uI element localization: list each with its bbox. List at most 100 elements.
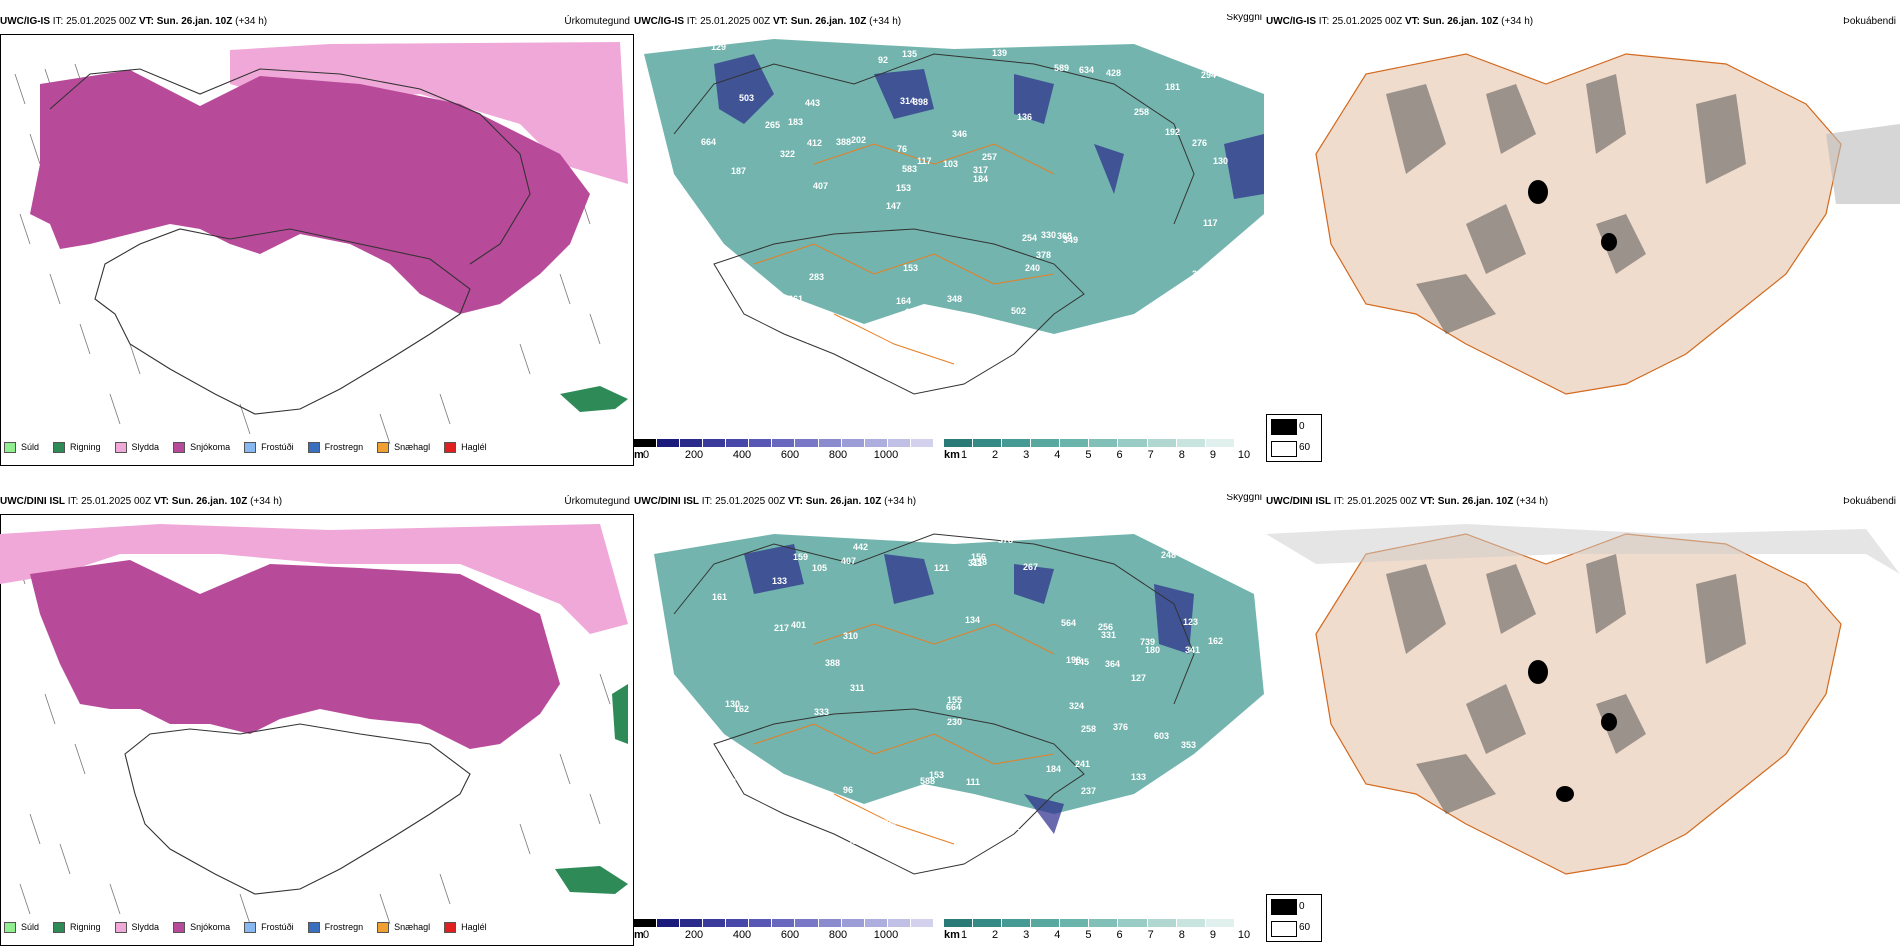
colorbar-segment (749, 919, 773, 927)
fog-map (1266, 524, 1900, 875)
colorbar-segment (1089, 919, 1119, 927)
cloud-map: 884 187 181 147 136 209 314 346 812 202 451 428 398 2… (644, 37, 1264, 395)
colorbar-segment (1147, 439, 1177, 447)
colorbar-tick: 9 (1209, 449, 1216, 461)
cloud-base-label: 106 (1046, 841, 1061, 851)
legend-swatch (53, 441, 66, 453)
cloud-base-label: 240 (1025, 263, 1040, 273)
snow-area (30, 70, 590, 314)
colorbar-tick: 4 (1054, 449, 1061, 461)
colorbar-tick: 600 (780, 449, 800, 461)
legend-item: Rigning (53, 441, 101, 453)
map-frame (0, 34, 634, 466)
precip-legend: Súld Rigning Slydda Snjókoma Frostúði Fr… (4, 438, 501, 456)
legend-item: Haglél (444, 441, 487, 453)
colorbar-tick: 4 (1054, 929, 1061, 941)
cloud-panel-row2: UWC/DINI ISL IT: 25.01.2025 00Z VT: Sun.… (634, 494, 1266, 946)
cloud-base-label: 209 (757, 345, 772, 355)
cloud-base-label: 428 (1106, 68, 1121, 78)
colorbar-segment (1060, 439, 1090, 447)
cloud-base-label: 153 (903, 263, 918, 273)
colorbar-tick: 1 (960, 449, 968, 461)
visibility-unit: km (944, 929, 960, 941)
fog-legend: 0 60 (1266, 414, 1322, 462)
cloud-base-label: 159 (793, 552, 808, 562)
cloud-base-label: 267 (1023, 562, 1038, 572)
cloud-base-label: 192 (1165, 127, 1180, 137)
cloud-header: UWC/IG-IS IT: 25.01.2025 00Z VT: Sun. 26… (634, 16, 902, 27)
cloud-header: UWC/DINI ISL IT: 25.01.2025 00Z VT: Sun.… (634, 496, 917, 507)
cloud-base-label: 286 (1214, 778, 1229, 788)
legend-item: Slydda (114, 921, 159, 933)
colorbar-tick: 200 (684, 929, 704, 941)
iceland-outline (49, 68, 531, 415)
colorbar-tick: 5 (1085, 929, 1092, 941)
cloud-base-label: 143 (721, 777, 736, 787)
cloud-base-label: 378 (1036, 250, 1051, 260)
cloud-base-label: 583 (902, 164, 917, 174)
cloud-base-label: 260 (807, 335, 822, 345)
cloud-base-label: 331 (1101, 630, 1116, 640)
cloud-base-label: 283 (809, 272, 824, 282)
legend-item: Rigning (53, 921, 101, 933)
legend-swatch (53, 921, 66, 933)
cloud-base-label: 242 (1006, 822, 1021, 832)
panel-title: Úrkomutegund (564, 496, 630, 507)
colorbar-segment (1031, 439, 1061, 447)
colorbar-tick: 1000 (873, 929, 899, 941)
legend-swatch (307, 921, 320, 933)
fog-header: UWC/IG-IS IT: 25.01.2025 00Z VT: Sun. 26… (1266, 16, 1534, 27)
cloud-base-label: 122 (754, 350, 769, 360)
cloud-base-label: 368 (1057, 231, 1072, 241)
valid-time: Sun. 26.jan. 10Z (156, 16, 233, 27)
panel-title: Skyggni (1226, 494, 1262, 503)
cloud-base-label: 564 (1061, 618, 1076, 628)
colorbar-tick: 0 (642, 929, 650, 941)
fog-shading (1386, 74, 1746, 334)
precip-map (14, 42, 628, 445)
colorbar-segment (726, 439, 750, 447)
colorbar-segment (772, 439, 796, 447)
colorbar-segment (1118, 439, 1148, 447)
precip-panel-row1: UWC/IG-IS IT: 25.01.2025 00Z VT: Sun. 26… (0, 14, 634, 466)
colorbar-segment (634, 919, 658, 927)
colorbar-segment (1176, 439, 1206, 447)
fog-panel-row1: UWC/IG-IS IT: 25.01.2025 00Z VT: Sun. 26… (1266, 14, 1900, 466)
colorbar-tick: 3 (1023, 449, 1030, 461)
fog-legend-high-swatch (1271, 899, 1297, 915)
cloud-base-label: 451 (709, 325, 724, 335)
cloud-base-label: 147 (886, 201, 901, 211)
cloud-base-colorbar (634, 919, 934, 927)
colorbar-segment (657, 919, 681, 927)
cloud-base-label: 311 (850, 683, 865, 693)
cloud-base-label: 134 (965, 615, 980, 625)
cloud-base-label: 503 (739, 93, 754, 103)
valid-time: Sun. 26.jan. 10Z (1437, 496, 1514, 507)
lead-time: (+34 h) (1516, 496, 1549, 507)
wind-barbs (14, 553, 611, 925)
cloud-base-colorbar (634, 439, 934, 447)
cloud-base-label: 314 (900, 96, 915, 106)
colorbar-tick: 2 (992, 449, 999, 461)
cloud-base-label: 403 (925, 37, 940, 47)
colorbar-segment (1002, 919, 1032, 927)
cloud-base-label: 155 (947, 695, 962, 705)
legend-item: Snjókoma (173, 921, 230, 933)
cloud-base-label: 187 (731, 166, 746, 176)
cloud-base-label: 276 (1192, 138, 1207, 148)
cloud-base-label: 634 (1079, 65, 1094, 75)
model-name: UWC/DINI ISL (634, 496, 699, 507)
cloud-base-label: 739 (1140, 637, 1155, 647)
sea-fog (1826, 124, 1900, 204)
cloud-base-label: 443 (708, 310, 723, 320)
sea-fog (1266, 524, 1900, 574)
cloud-base-label: 304 (799, 784, 814, 794)
cloud-base-label: 664 (701, 137, 716, 147)
legend-item: Haglél (444, 921, 487, 933)
cloud-base-label: 162 (1208, 636, 1223, 646)
cloud-base-ticks: 0 200 400 600 800 1000 (642, 929, 934, 943)
init-time: 25.01.2025 00Z (715, 496, 786, 507)
colorbar-segment (772, 919, 796, 927)
cloud-base-label: 353 (1181, 740, 1196, 750)
cloud-base-label: 180 (1145, 645, 1160, 655)
